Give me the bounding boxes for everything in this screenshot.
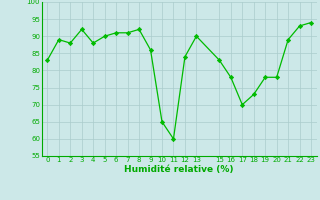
X-axis label: Humidité relative (%): Humidité relative (%): [124, 165, 234, 174]
